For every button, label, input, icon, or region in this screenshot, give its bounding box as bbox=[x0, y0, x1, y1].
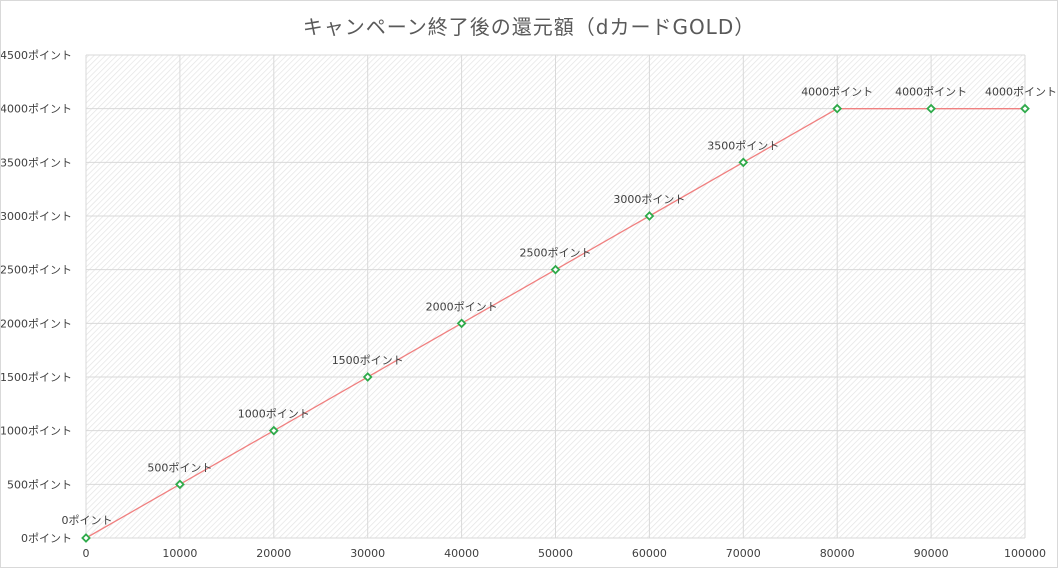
data-point-marker bbox=[362, 372, 373, 382]
y-axis-ticks: 0ポイント 500ポイント 1000ポイント 1500ポイント 2000ポイント 2500… bbox=[1, 49, 72, 545]
data-point-marker bbox=[81, 533, 91, 543]
x-axis-ticks: 0 10000 20000 30000 40000 50000 60000 70000 8000… bbox=[83, 547, 1047, 560]
data-label: 1000ポイント bbox=[238, 408, 310, 421]
x-tick-label: 50000 bbox=[538, 547, 573, 560]
y-tick-label: 3500ポイント bbox=[1, 156, 72, 169]
data-label: 3000ポイント bbox=[613, 193, 685, 206]
data-labels: 0ポイント 500ポイント 1000ポイント 1500ポイント 2000ポイント 2500… bbox=[62, 86, 1058, 527]
x-tick-label: 80000 bbox=[820, 547, 855, 560]
x-tick-label: 40000 bbox=[444, 547, 479, 560]
x-tick-label: 60000 bbox=[632, 547, 667, 560]
data-point-marker bbox=[456, 318, 467, 329]
data-point-marker bbox=[1020, 103, 1030, 114]
data-label: 2500ポイント bbox=[520, 247, 592, 260]
data-label: 0ポイント bbox=[62, 514, 113, 527]
y-tick-label: 0ポイント bbox=[21, 532, 72, 545]
data-point-marker bbox=[832, 103, 843, 114]
x-tick-label: 100000 bbox=[1004, 547, 1046, 560]
chart-title: キャンペーン終了後の還元額（dカードGOLD） bbox=[302, 15, 756, 39]
data-label: 500ポイント bbox=[147, 461, 212, 474]
y-tick-label: 1500ポイント bbox=[1, 371, 72, 384]
data-label: 1500ポイント bbox=[332, 354, 404, 367]
data-label: 2000ポイント bbox=[426, 300, 498, 313]
y-tick-label: 3000ポイント bbox=[1, 210, 72, 223]
y-tick-label: 4500ポイント bbox=[1, 49, 72, 62]
x-tick-label: 70000 bbox=[726, 547, 761, 560]
x-tick-label: 10000 bbox=[162, 547, 197, 560]
data-point-marker bbox=[926, 103, 936, 114]
x-tick-label: 0 bbox=[83, 547, 90, 560]
data-label: 4000ポイント bbox=[985, 86, 1057, 99]
y-tick-label: 500ポイント bbox=[7, 478, 72, 491]
data-point-marker bbox=[175, 479, 185, 490]
x-tick-label: 90000 bbox=[914, 547, 949, 560]
data-point-marker bbox=[738, 157, 749, 168]
data-label: 4000ポイント bbox=[801, 86, 873, 99]
grid-lines bbox=[85, 54, 1026, 539]
data-label: 4000ポイント bbox=[895, 86, 967, 99]
y-tick-label: 2500ポイント bbox=[1, 264, 72, 277]
series bbox=[81, 103, 1030, 543]
x-tick-label: 20000 bbox=[256, 547, 291, 560]
x-tick-label: 30000 bbox=[350, 547, 385, 560]
data-point-marker bbox=[550, 264, 561, 275]
data-label: 3500ポイント bbox=[707, 139, 779, 152]
y-tick-label: 4000ポイント bbox=[1, 103, 72, 116]
y-tick-label: 1000ポイント bbox=[1, 425, 72, 438]
y-tick-label: 2000ポイント bbox=[1, 317, 72, 330]
data-point-marker bbox=[644, 211, 655, 221]
data-point-marker bbox=[268, 425, 279, 436]
